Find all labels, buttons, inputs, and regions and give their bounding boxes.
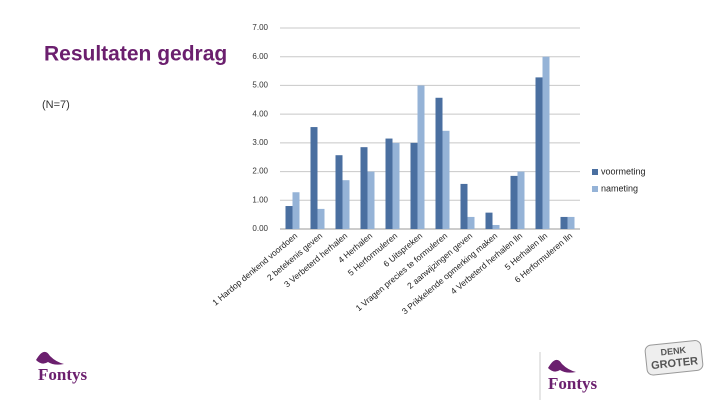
bar <box>542 56 550 229</box>
bar <box>435 97 443 229</box>
legend-swatch <box>592 186 598 192</box>
bar <box>510 175 518 229</box>
bar <box>485 212 493 229</box>
bar <box>417 85 425 229</box>
bar <box>335 155 343 229</box>
y-tick-label: 4.00 <box>252 109 268 118</box>
badge-text: GROTER <box>651 355 699 372</box>
bar <box>360 147 368 229</box>
y-tick-label: 7.00 <box>252 23 268 32</box>
bar <box>467 216 475 229</box>
bar <box>517 171 525 229</box>
bar <box>342 180 350 229</box>
y-tick-label: 1.00 <box>252 195 268 204</box>
logo-text: Fontys <box>548 374 598 393</box>
badge-text: DENK <box>660 345 687 358</box>
y-tick-label: 6.00 <box>252 52 268 61</box>
bar <box>285 206 293 229</box>
bar <box>310 127 318 229</box>
logo-icon <box>36 351 64 365</box>
y-tick-label: 3.00 <box>252 138 268 147</box>
bar <box>317 208 325 229</box>
bar <box>567 216 575 229</box>
bar <box>385 138 393 229</box>
y-tick-label: 2.00 <box>252 167 268 176</box>
y-tick-label: 5.00 <box>252 81 268 90</box>
bar <box>460 183 468 229</box>
bar <box>535 77 543 229</box>
logo-icon <box>548 359 576 373</box>
legend-swatch <box>592 169 598 175</box>
bar <box>292 192 300 229</box>
sample-note: (N=7) <box>42 99 70 111</box>
bar <box>410 142 418 229</box>
legend-label: voormeting <box>601 166 646 176</box>
bar <box>392 142 400 229</box>
badge-box <box>644 340 704 376</box>
badge: DENK GROTER <box>644 340 704 376</box>
bar <box>492 224 500 229</box>
logo-left: Fontys <box>36 351 88 384</box>
slide-title: Resultaten gedrag <box>44 43 227 66</box>
legend-label: nameting <box>601 183 638 193</box>
bar <box>560 216 568 229</box>
logo-text: Fontys <box>38 365 88 384</box>
bar <box>367 171 375 229</box>
bar <box>442 130 450 229</box>
logo-right: Fontys <box>548 359 598 393</box>
y-tick-label: 0.00 <box>252 224 268 233</box>
